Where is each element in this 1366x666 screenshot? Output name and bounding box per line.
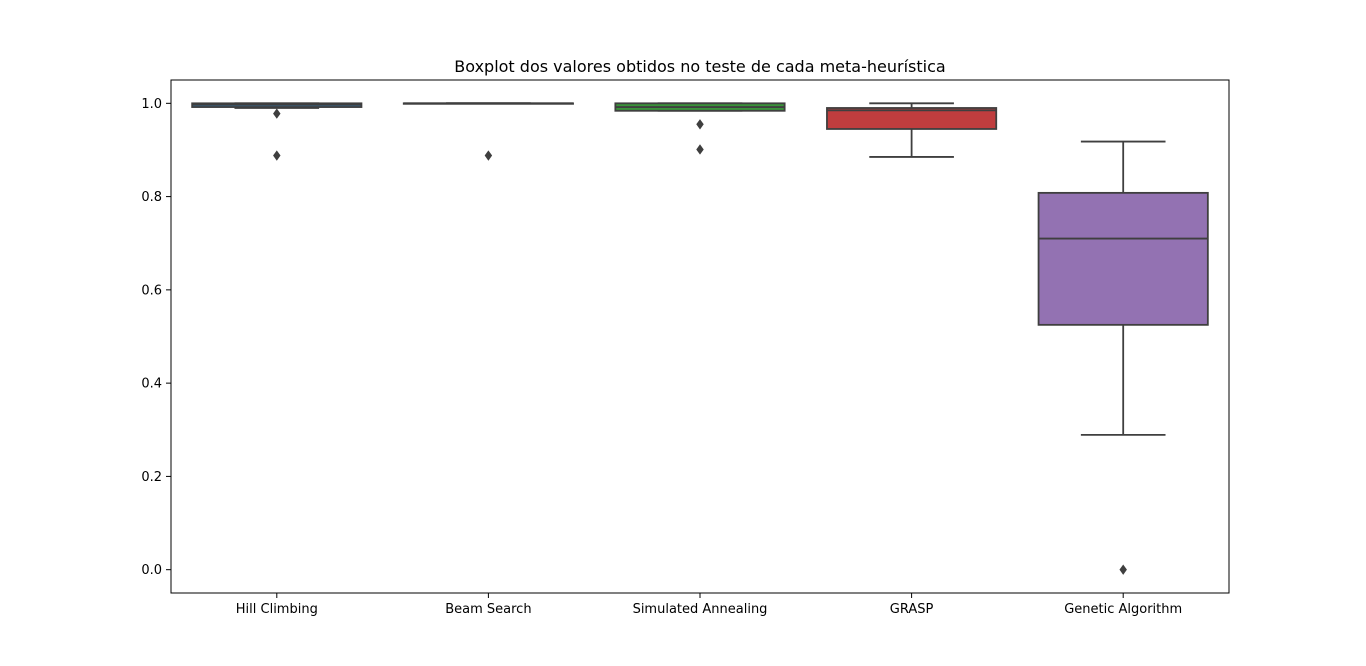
x-tick-label: Hill Climbing: [236, 602, 318, 617]
plot-frame: [170, 79, 1230, 594]
y-tick-label: 0.8: [141, 190, 162, 205]
box-iqr: [1037, 191, 1209, 326]
plot-area: [191, 102, 1209, 575]
y-tick-label: 0.2: [141, 470, 162, 485]
axes: 0.0 0.2 0.4 0.6 0.8 1.0 Hill Climbing Beam Sear…: [141, 79, 1230, 617]
box-group: [826, 102, 998, 158]
y-tick-label: 1.0: [141, 97, 162, 112]
y-tick-label: 0.6: [141, 283, 162, 298]
box-iqr: [826, 107, 998, 130]
box-group: [1037, 140, 1209, 575]
outlier-point: [696, 144, 704, 155]
outlier-point: [273, 150, 281, 161]
x-tick-label: Beam Search: [445, 602, 531, 617]
outlier-point: [273, 108, 281, 119]
outlier-point: [696, 119, 704, 130]
outlier-point: [1119, 564, 1127, 575]
x-tick-label: GRASP: [890, 602, 934, 617]
box-group: [614, 102, 786, 155]
box-group: [191, 102, 363, 161]
chart-title: Boxplot dos valores obtidos no teste de …: [454, 57, 945, 76]
y-tick-label: 0.4: [141, 377, 162, 392]
x-tick-label: Simulated Annealing: [633, 602, 768, 617]
box-group: [402, 102, 574, 161]
outlier-point: [484, 150, 493, 161]
y-tick-label: 0.0: [141, 563, 162, 578]
x-tick-label: Genetic Algorithm: [1064, 602, 1182, 617]
